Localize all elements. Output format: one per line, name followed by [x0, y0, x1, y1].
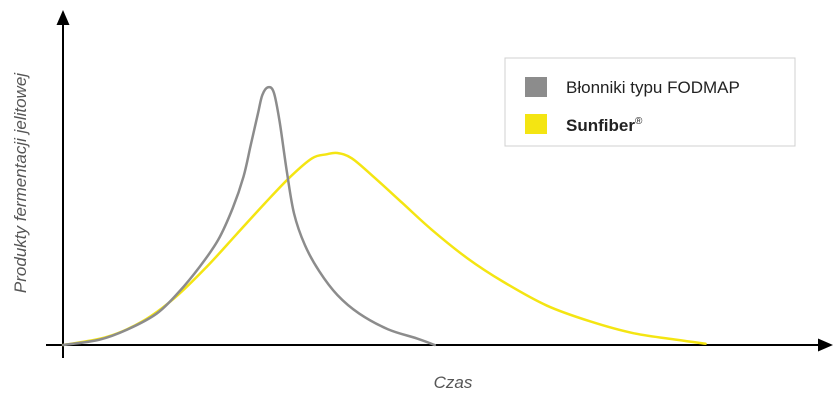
legend-swatch	[525, 114, 547, 134]
series-line-fodmap	[61, 85, 437, 347]
legend-item: Błonniki typu FODMAP	[525, 77, 740, 97]
x-axis-title: Czas	[434, 373, 473, 392]
legend: Błonniki typu FODMAP Sunfiber®	[504, 57, 796, 147]
legend-swatch	[525, 77, 547, 97]
legend-box	[504, 57, 796, 147]
registered-mark: ®	[635, 116, 643, 127]
y-axis-arrow-icon	[56, 10, 70, 25]
legend-item: Sunfiber®	[525, 114, 643, 135]
legend-label-name: Sunfiber	[566, 116, 635, 135]
y-axis-title: Produkty fermentacji jelitowej	[11, 72, 30, 293]
x-axis-arrow-icon	[818, 338, 833, 352]
series-layer	[61, 85, 707, 347]
legend-label: Sunfiber®	[566, 116, 643, 135]
legend-label: Błonniki typu FODMAP	[566, 78, 740, 97]
series-line-sunfiber	[61, 151, 707, 347]
